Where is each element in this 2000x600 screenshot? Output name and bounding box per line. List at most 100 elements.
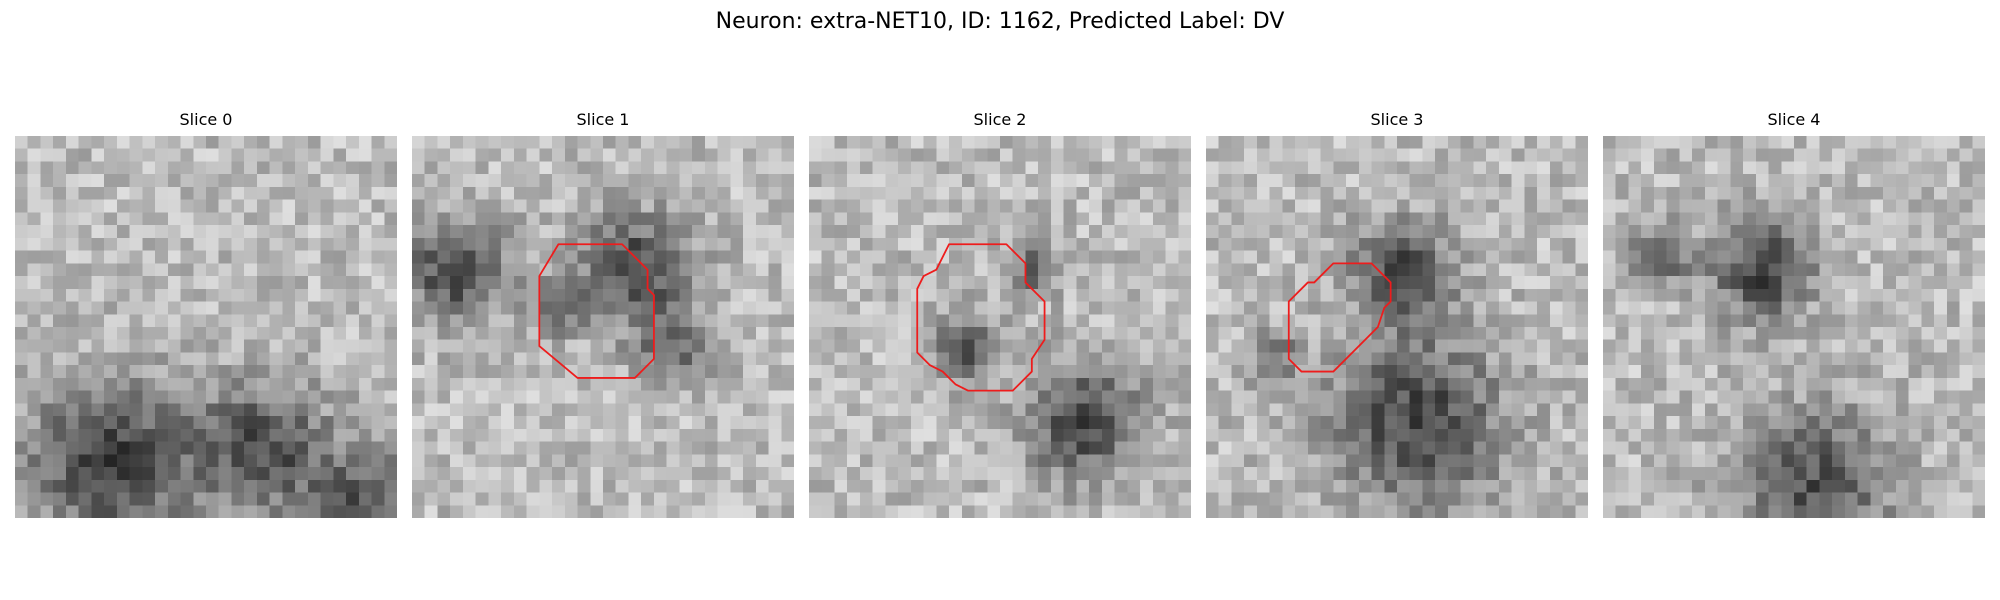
pixel	[1282, 505, 1296, 518]
pixel	[1320, 301, 1334, 315]
pixel	[1883, 276, 1897, 290]
pixel	[1269, 390, 1283, 404]
pixel	[1244, 174, 1258, 188]
pixel	[1101, 479, 1115, 493]
pixel	[730, 377, 744, 391]
pixel	[577, 263, 591, 277]
pixel	[1511, 225, 1525, 239]
pixel	[1537, 225, 1551, 239]
pixel	[1063, 237, 1077, 251]
pixel	[244, 301, 258, 315]
pixel	[1832, 212, 1846, 226]
pixel	[564, 148, 578, 162]
pixel	[269, 199, 283, 213]
pixel	[142, 339, 156, 353]
pixel	[923, 225, 937, 239]
pixel	[1152, 428, 1166, 442]
pixel	[1794, 288, 1807, 302]
pixel	[1641, 403, 1655, 417]
pixel	[1000, 250, 1013, 264]
pixel	[142, 390, 156, 404]
pixel	[923, 441, 937, 455]
pixel	[1486, 454, 1500, 468]
pixel	[1908, 250, 1922, 264]
pixel	[603, 365, 616, 379]
pixel	[256, 479, 270, 493]
pixel	[1409, 454, 1423, 468]
pixel	[116, 237, 130, 251]
pixel	[40, 148, 54, 162]
pixel	[781, 492, 794, 506]
pixel	[1562, 237, 1576, 251]
pixel	[1844, 428, 1858, 442]
pixel	[1460, 212, 1474, 226]
pixel	[1895, 212, 1909, 226]
pixel	[1666, 352, 1680, 366]
pixel	[1615, 199, 1629, 213]
pixel	[526, 276, 540, 290]
pixel	[78, 136, 92, 149]
pixel	[1704, 136, 1718, 149]
pixel	[513, 467, 527, 481]
pixel	[961, 148, 975, 162]
pixel	[1218, 428, 1232, 442]
roi-outline	[1287, 262, 1392, 373]
pixel	[872, 212, 886, 226]
pixel	[666, 327, 680, 340]
pixel	[615, 199, 629, 213]
pixel	[1755, 403, 1769, 417]
pixel	[269, 186, 283, 200]
pixel	[384, 467, 397, 481]
pixel	[1346, 314, 1360, 328]
pixel	[743, 352, 757, 366]
pixel	[1562, 212, 1576, 226]
pixel	[358, 136, 372, 149]
pixel	[1165, 250, 1179, 264]
pixel	[949, 479, 963, 493]
pixel	[27, 301, 41, 315]
pixel	[1870, 161, 1884, 175]
pixel	[282, 390, 296, 404]
pixel	[1806, 314, 1820, 328]
pixel	[358, 390, 372, 404]
pixel	[1730, 250, 1744, 264]
pixel	[1307, 301, 1321, 315]
pixel	[1460, 276, 1474, 290]
pixel	[885, 161, 899, 175]
pixel	[1768, 416, 1782, 430]
pixel	[1256, 288, 1270, 302]
pixel	[1371, 492, 1385, 506]
pixel	[282, 276, 296, 290]
pixel	[1934, 148, 1948, 162]
pixel	[949, 161, 963, 175]
pixel	[1562, 174, 1576, 188]
pixel	[1206, 136, 1219, 149]
pixel	[1397, 352, 1410, 366]
pixel	[462, 339, 476, 353]
pixel	[1819, 161, 1833, 175]
pixel	[1768, 186, 1782, 200]
pixel	[1025, 327, 1039, 340]
pixel	[142, 148, 156, 162]
pixel	[231, 454, 245, 468]
pixel	[603, 288, 616, 302]
pixel	[1244, 212, 1258, 226]
pixel	[1946, 276, 1960, 290]
pixel	[1256, 199, 1270, 213]
pixel	[1000, 403, 1013, 417]
pixel	[1038, 288, 1052, 302]
pixel	[412, 327, 425, 340]
pixel	[1946, 288, 1960, 302]
pixel	[692, 327, 706, 340]
pixel	[1269, 314, 1283, 328]
pixel	[167, 377, 181, 391]
pixel	[1870, 327, 1884, 340]
pixel	[552, 441, 566, 455]
pixel	[1524, 403, 1538, 417]
pixel	[129, 288, 143, 302]
pixel	[1679, 276, 1693, 290]
pixel	[1320, 314, 1334, 328]
pixel	[1371, 365, 1385, 379]
pixel	[269, 441, 283, 455]
pixel	[936, 199, 950, 213]
